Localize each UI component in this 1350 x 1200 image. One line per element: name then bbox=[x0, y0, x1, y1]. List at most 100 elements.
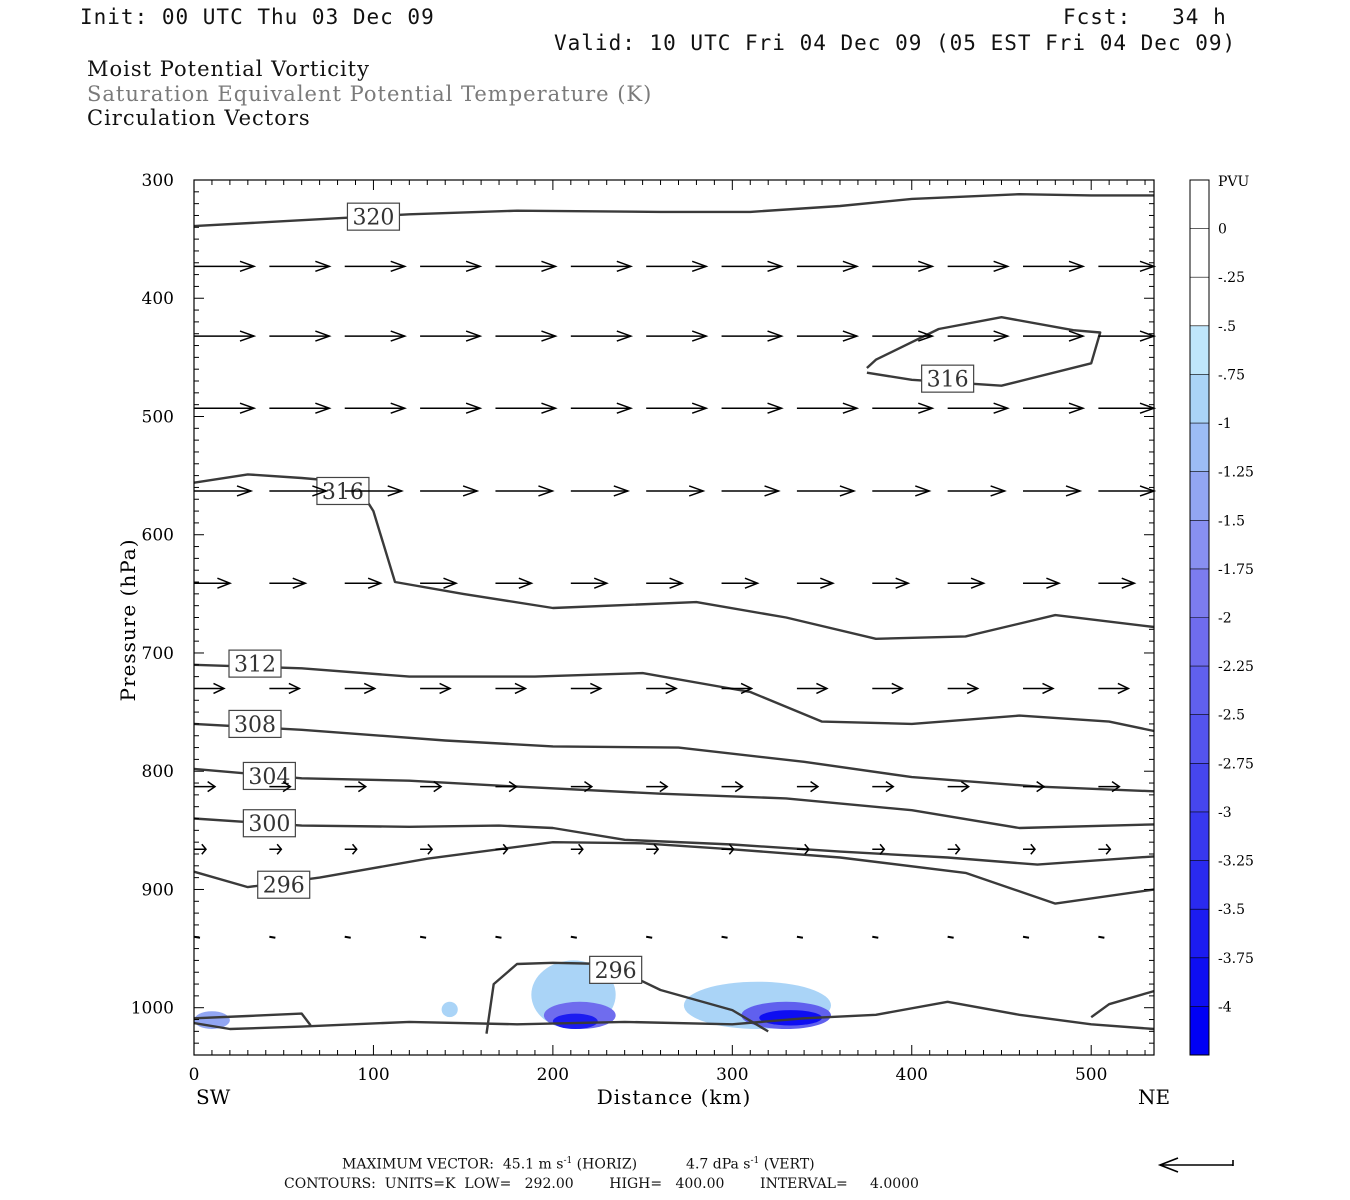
circulation-vector bbox=[646, 935, 653, 939]
colorbar-swatch bbox=[1190, 277, 1209, 326]
colorbar-label: -.5 bbox=[1218, 319, 1236, 335]
vert-max-value: 4.7 dPa s bbox=[686, 1156, 751, 1173]
vector-arrowhead bbox=[514, 682, 528, 695]
contour-label-box bbox=[228, 709, 282, 739]
y-tick-label: 300 bbox=[142, 171, 174, 191]
vector-arrowhead bbox=[1065, 485, 1083, 497]
colorbar-swatch bbox=[1190, 811, 1209, 861]
vector-arrowhead bbox=[518, 577, 534, 589]
vector-arrowhead bbox=[691, 402, 709, 414]
vector-arrowhead bbox=[613, 485, 631, 497]
forecast-hour: Fcst: 34 h bbox=[1063, 5, 1227, 29]
vector-arrowhead bbox=[363, 682, 377, 695]
vector-arrowhead bbox=[767, 260, 784, 273]
theta-es-contour-304 bbox=[193, 767, 1155, 830]
vector-arrowhead bbox=[217, 577, 233, 589]
y-tick-label: 600 bbox=[142, 526, 174, 546]
vector-arrowhead bbox=[593, 577, 609, 589]
vector-arrowhead bbox=[966, 682, 980, 695]
reference-vector-icon bbox=[1157, 1157, 1234, 1173]
contour-label-box bbox=[242, 809, 296, 838]
vector-arrowhead bbox=[387, 485, 404, 497]
max-vector-line: MAXIMUM VECTOR: 45.1 m s-1 (HORIZ) 4.7 d… bbox=[342, 1156, 815, 1173]
field-title-mpv: Moist Potential Vorticity bbox=[87, 57, 370, 81]
contour-label: 312 bbox=[234, 653, 276, 678]
vector-arrowhead bbox=[1046, 577, 1062, 589]
theta-es-contour-300 bbox=[193, 817, 1155, 866]
circulation-vector bbox=[269, 935, 276, 939]
colorbar-swatch bbox=[1190, 714, 1209, 764]
colorbar-label: -1.25 bbox=[1218, 465, 1254, 481]
colorbar-swatch bbox=[1190, 520, 1209, 569]
colorbar-swatch bbox=[1190, 180, 1209, 229]
vector-arrowhead bbox=[538, 485, 555, 497]
colorbar-label: -1 bbox=[1218, 416, 1232, 432]
colorbar-label: -2.25 bbox=[1218, 659, 1254, 675]
horiz-tag: (HORIZ) bbox=[576, 1156, 638, 1173]
x-tick-label: 300 bbox=[716, 1065, 748, 1085]
vector-layer bbox=[193, 260, 1157, 939]
vector-arrowhead bbox=[970, 577, 986, 589]
colorbar-label: -1.5 bbox=[1218, 513, 1245, 529]
circulation-vector bbox=[796, 935, 804, 939]
y-tick-label: 700 bbox=[142, 644, 174, 664]
vert-tag: (VERT) bbox=[763, 1156, 815, 1173]
colorbar-label: -1.75 bbox=[1218, 562, 1254, 578]
vector-arrowhead bbox=[276, 843, 283, 855]
x-tick-label: 0 bbox=[189, 1065, 200, 1085]
vector-arrowhead bbox=[653, 843, 660, 855]
colorbar-swatch bbox=[1190, 568, 1209, 618]
contour-label-box bbox=[346, 202, 401, 231]
horiz-max-value: 45.1 m s bbox=[502, 1156, 564, 1173]
colorbar-label: 0 bbox=[1218, 222, 1227, 238]
vector-arrowhead bbox=[659, 780, 669, 793]
vector-arrowhead bbox=[578, 843, 584, 855]
vector-arrowhead bbox=[508, 780, 518, 793]
contour-label: 296 bbox=[263, 874, 305, 899]
vector-arrowhead bbox=[767, 402, 784, 414]
contour-label-box bbox=[228, 649, 282, 678]
vector-arrowhead bbox=[236, 485, 254, 497]
vector-arrowhead bbox=[239, 402, 257, 414]
vector-arrowhead bbox=[351, 843, 358, 855]
vector-arrowhead bbox=[918, 260, 935, 273]
vector-arrowhead bbox=[439, 682, 452, 695]
vector-arrowhead bbox=[1030, 843, 1036, 855]
circulation-vector bbox=[1098, 935, 1105, 939]
theta-es-contour-316 bbox=[193, 473, 1155, 640]
colorbar-label: -.75 bbox=[1218, 367, 1245, 383]
max-vector-label: MAXIMUM VECTOR: bbox=[342, 1156, 494, 1173]
vector-arrowhead bbox=[315, 402, 332, 414]
colorbar-swatch bbox=[1190, 617, 1209, 667]
colorbar-swatch bbox=[1190, 471, 1209, 521]
vector-arrowhead bbox=[820, 577, 835, 589]
vector-arrowhead bbox=[584, 780, 594, 793]
theta-es-contour-308 bbox=[193, 722, 1155, 793]
vector-arrowhead bbox=[960, 780, 970, 793]
vector-arrowhead bbox=[213, 682, 226, 695]
vector-arrowhead bbox=[954, 843, 961, 855]
vector-arrowhead bbox=[767, 330, 784, 342]
theta-es-contour-296 bbox=[193, 841, 1155, 905]
contour-label: 320 bbox=[352, 206, 394, 231]
circulation-vector bbox=[344, 935, 351, 939]
x-tick-label: 500 bbox=[1075, 1065, 1107, 1085]
vector-arrowhead bbox=[390, 330, 407, 342]
colorbar-title: PVU bbox=[1218, 174, 1250, 190]
vector-arrowhead bbox=[239, 260, 257, 273]
vector-arrowhead bbox=[691, 330, 709, 342]
theta-es-contour-312 bbox=[193, 663, 1155, 733]
vector-arrowhead bbox=[688, 485, 706, 497]
contour-label-box bbox=[257, 870, 311, 899]
contour-label: 296 bbox=[595, 959, 637, 984]
colorbar-swatch bbox=[1190, 228, 1209, 278]
vector-arrowhead bbox=[665, 682, 678, 695]
vector-arrowhead bbox=[993, 260, 1010, 273]
colorbar-label: -.25 bbox=[1218, 270, 1245, 286]
circulation-vector bbox=[872, 935, 879, 939]
vector-arrowhead bbox=[804, 843, 810, 855]
vector-arrowhead bbox=[993, 402, 1010, 414]
vector-arrowhead bbox=[239, 330, 257, 342]
vector-arrowhead bbox=[312, 485, 329, 497]
y-axis-label: Pressure (hPa) bbox=[116, 539, 140, 702]
